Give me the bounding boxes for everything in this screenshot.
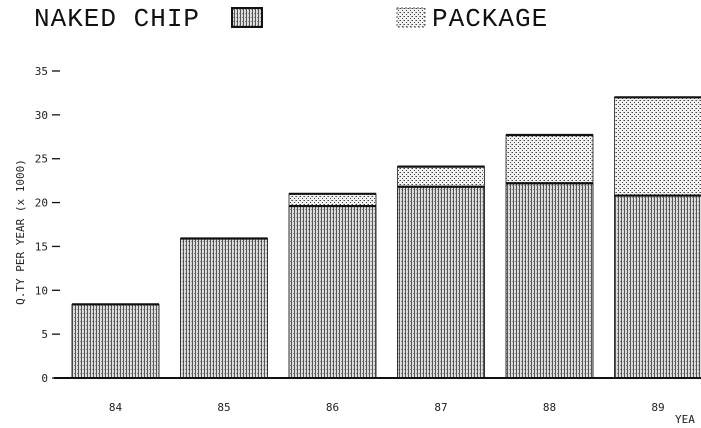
x-axis-label: YEA [675,413,695,426]
legend: NAKED CHIP PACKAGE [34,4,548,34]
y-axis-ticks: 35 30 25 20 15 10 5 0 [35,65,60,385]
bar-package-89 [614,96,701,197]
y-tick-label: 15 [35,240,48,253]
y-tick-label: 5 [41,328,48,341]
bar-package-88 [505,134,594,184]
legend-label-package: PACKAGE [432,4,548,34]
y-tick-label: 25 [35,153,48,166]
bar-naked-chip-87 [397,186,485,379]
bars [71,96,701,379]
x-tick-label-87: 87 [434,401,447,414]
x-tick-label-89: 89 [651,401,664,414]
y-tick-label: 30 [35,109,48,122]
x-axis-ticks: 84 85 86 87 88 89 [109,401,665,414]
y-tick-label: 10 [35,284,48,297]
legend-label-naked-chip: NAKED CHIP [34,4,200,34]
legend-swatch-naked-chip [231,7,263,28]
y-tick-label: 20 [35,197,48,210]
x-tick-label-85: 85 [217,401,230,414]
x-tick-label-86: 86 [326,401,339,414]
x-tick-label-88: 88 [543,401,556,414]
y-axis-label: Q.TY PER YEAR (x 1000) [14,159,27,305]
y-tick-label: 35 [35,65,48,78]
bar-naked-chip-85 [180,238,268,379]
y-tick-label: 0 [41,372,48,385]
bar-naked-chip-86 [288,205,377,379]
legend-swatch-package [396,7,426,28]
bar-naked-chip-84 [71,303,160,379]
bar-naked-chip-89 [614,195,701,379]
bar-package-86 [288,193,377,207]
bar-naked-chip-88 [505,182,594,379]
x-tick-label-84: 84 [109,401,123,414]
bar-package-87 [397,166,485,188]
